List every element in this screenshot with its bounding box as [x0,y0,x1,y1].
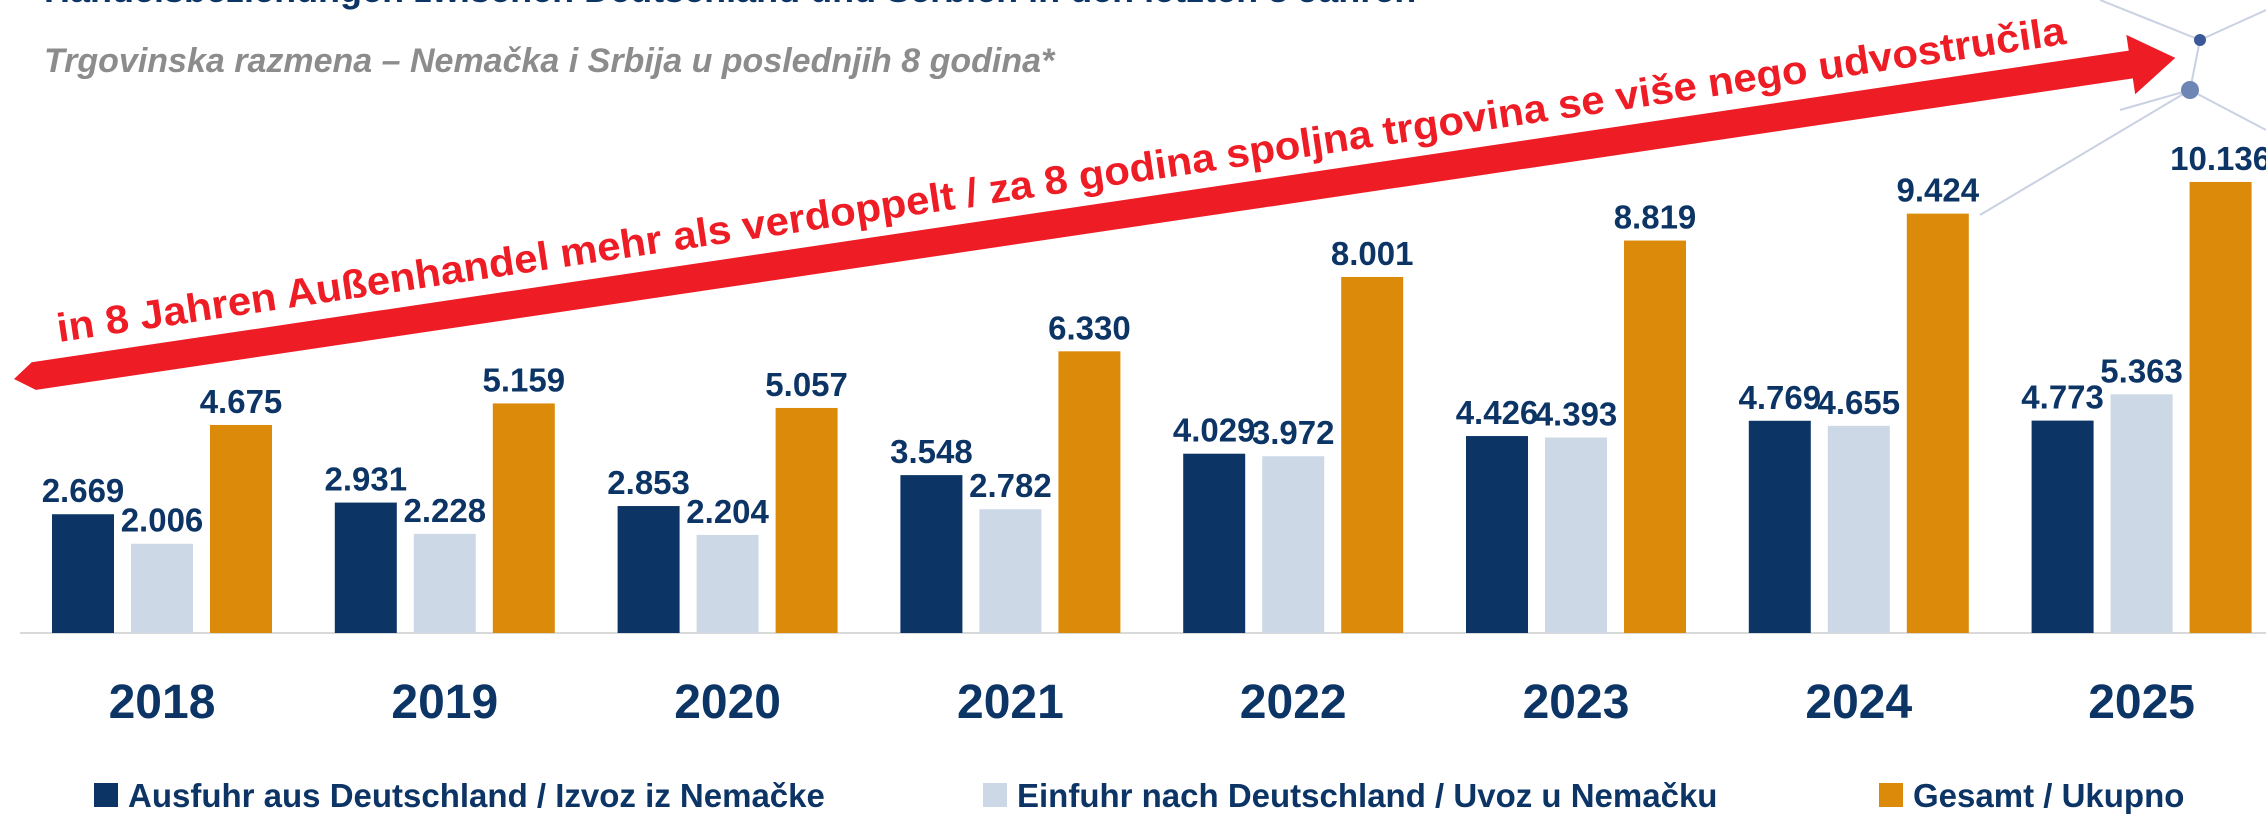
x-tick-label: 2023 [1523,676,1630,729]
legend-swatch [983,783,1007,807]
bar [2031,420,2094,633]
value-label: 8.819 [1614,199,1697,236]
legend-label: Ausfuhr aus Deutschland / Izvoz iz Nemač… [128,777,825,814]
bar [696,534,759,633]
bar [2110,394,2173,633]
value-label: 2.782 [969,467,1052,504]
value-label: 4.769 [1739,379,1822,416]
value-label: 2.228 [404,492,487,529]
x-tick-label: 2020 [674,676,781,729]
value-label: 5.159 [483,361,566,398]
bar [1545,437,1607,633]
bar [1827,425,1890,633]
bar [1183,453,1246,633]
x-tick-label: 2025 [2088,676,2195,729]
value-label: 4.393 [1535,396,1618,433]
bar [210,424,272,633]
value-label: 4.029 [1173,412,1256,449]
value-label: 4.426 [1456,394,1539,431]
legend-swatch [1879,783,1903,807]
bar [1262,456,1325,633]
x-tick-label: 2018 [109,676,216,729]
legend-swatch [94,783,118,807]
value-label: 2.853 [607,464,690,501]
value-label: 5.057 [765,366,848,403]
value-label: 6.330 [1048,309,1131,346]
x-tick-label: 2022 [1240,676,1347,729]
value-label: 4.675 [200,383,283,420]
value-label: 2.204 [686,493,769,530]
bar [492,403,555,633]
bar [1624,240,1686,633]
value-label: 2.931 [325,461,408,498]
bar [131,543,193,633]
decoration-node [2194,34,2206,46]
bar [334,502,397,633]
bar [1058,351,1121,633]
value-label: 10.136 [2170,140,2266,177]
value-label: 3.972 [1252,414,1335,451]
bar [979,509,1042,633]
value-label: 5.363 [2100,352,2183,389]
bar [1341,276,1404,633]
legend-label: Einfuhr nach Deutschland / Uvoz u Nemačk… [1017,777,1717,814]
bar [900,475,963,633]
decoration [1979,0,2266,216]
chart-title: Handelsbeziehungen zwischen Deutschland … [44,0,1416,10]
bar [775,407,838,633]
chart-subtitle: Trgovinska razmena – Nemačka i Srbija u … [44,42,1056,80]
bar [1466,436,1528,633]
value-label: 4.655 [1818,384,1901,421]
bar [2189,181,2252,633]
value-label: 3.548 [890,433,973,470]
value-label: 9.424 [1897,172,1980,209]
value-label: 2.669 [42,472,125,509]
bar [1906,213,1969,633]
legend-label: Gesamt / Ukupno [1913,777,2184,814]
bar [1748,420,1811,633]
value-label: 8.001 [1331,235,1414,272]
bar [413,533,476,633]
bar [52,514,114,633]
decoration-node [2181,81,2199,99]
bar [617,506,680,633]
arrow-shape [14,34,2176,390]
x-tick-label: 2019 [391,676,498,729]
value-label: 2.006 [121,502,204,539]
x-tick-label: 2024 [1805,676,1912,729]
value-label: 4.773 [2021,379,2104,416]
x-tick-label: 2021 [957,676,1064,729]
